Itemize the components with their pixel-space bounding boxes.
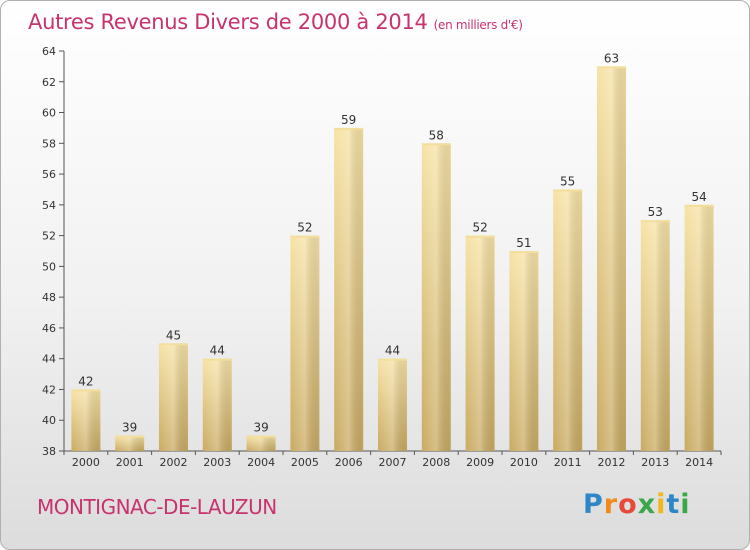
data-label: 52	[472, 221, 487, 235]
y-tick-label: 54	[42, 199, 56, 212]
bar-cap	[597, 66, 626, 69]
data-label: 59	[341, 113, 356, 127]
bar-highlight	[290, 235, 320, 451]
x-tick-label: 2000	[72, 456, 100, 469]
bar-cap	[115, 435, 145, 438]
y-tick-label: 50	[42, 260, 56, 273]
data-label: 52	[297, 221, 312, 235]
bar-highlight	[640, 220, 670, 451]
labels: 2000 42 2001 39 2002 45 2003 44 2004 39 2005 52 2006…	[72, 51, 713, 469]
x-tick-label: 2005	[291, 456, 319, 469]
bar-cap	[71, 389, 101, 392]
logo-letter: P	[583, 489, 604, 520]
bar-highlight	[71, 389, 101, 451]
x-tick-label: 2001	[116, 456, 144, 469]
data-label: 44	[210, 344, 225, 358]
bars	[71, 66, 714, 452]
data-label: 39	[253, 421, 268, 435]
commune-name: MONTIGNAC-DE-LAUZUN	[37, 495, 277, 519]
x-tick-label: 2007	[379, 456, 407, 469]
data-label: 54	[691, 190, 706, 204]
bar-cap	[509, 251, 539, 253]
y-tick-label: 38	[42, 445, 56, 458]
proxiti-logo: Proxiti	[583, 489, 691, 520]
data-label: 44	[385, 344, 400, 358]
x-tick-label: 2013	[641, 456, 669, 469]
bar-highlight	[202, 358, 232, 451]
bar-highlight	[246, 435, 276, 451]
x-tick-label: 2012	[598, 456, 626, 469]
bar-cap	[290, 235, 320, 238]
x-tick-label: 2006	[335, 456, 363, 469]
data-label: 63	[604, 51, 619, 65]
chart-title-text: Autres Revenus Divers de 2000 à 2014	[28, 10, 428, 34]
data-label: 58	[429, 128, 444, 142]
y-tick-label: 44	[42, 353, 56, 366]
bar-cap	[202, 358, 232, 361]
x-tick-label: 2004	[247, 456, 275, 469]
axes: 38 40 42 44 46 48 50 52 54 56 58 60 62 64	[42, 45, 722, 458]
y-tick-label: 52	[42, 230, 56, 243]
chart-unit: (en milliers d'€)	[433, 18, 523, 32]
x-tick-label: 2010	[510, 456, 538, 469]
x-tick-label: 2002	[160, 456, 188, 469]
bar-cap	[640, 220, 670, 223]
logo-letter: r	[603, 489, 619, 520]
bar-highlight	[334, 127, 364, 451]
data-label: 39	[122, 421, 137, 435]
data-label: 53	[648, 205, 663, 219]
x-tick-label: 2011	[554, 456, 582, 469]
y-tick-label: 46	[42, 322, 56, 335]
y-tick-label: 64	[42, 45, 56, 58]
bar-highlight	[421, 143, 451, 452]
bar-cap	[246, 435, 276, 438]
bar-cap	[421, 143, 451, 146]
bar-highlight	[378, 358, 407, 451]
bar-cap	[159, 343, 188, 346]
chart-title: Autres Revenus Divers de 2000 à 2014 (en …	[28, 10, 523, 34]
logo-letter: o	[618, 489, 638, 520]
y-tick-label: 48	[42, 291, 56, 304]
bar-cap	[465, 235, 495, 238]
y-tick-label: 58	[42, 137, 56, 150]
bar-highlight	[553, 189, 583, 451]
y-tick-label: 60	[42, 107, 56, 120]
y-tick-label: 56	[42, 168, 56, 181]
logo-letter: t	[666, 489, 681, 520]
y-tick-label: 62	[42, 76, 56, 89]
logo-letter: x	[637, 489, 657, 520]
bar-highlight	[465, 235, 495, 451]
bar-highlight	[684, 204, 714, 451]
data-label: 51	[516, 236, 531, 250]
bar-cap	[684, 204, 714, 207]
bar-highlight	[597, 66, 626, 451]
x-tick-label: 2014	[685, 456, 713, 469]
x-tick-label: 2009	[466, 456, 494, 469]
bar-cap	[553, 189, 583, 192]
data-label: 42	[78, 374, 93, 388]
x-tick-label: 2003	[203, 456, 231, 469]
data-label: 55	[560, 174, 575, 188]
bar-cap	[378, 358, 407, 361]
y-tick-label: 42	[42, 383, 56, 396]
x-tick-label: 2008	[422, 456, 450, 469]
bar-highlight	[509, 251, 539, 451]
logo-letter: i	[680, 489, 691, 520]
bar-highlight	[115, 435, 145, 451]
y-tick-label: 40	[42, 414, 56, 427]
data-label: 45	[166, 328, 181, 342]
bar-cap	[334, 127, 364, 130]
bar-highlight	[159, 343, 188, 451]
logo-letter: i	[656, 489, 667, 520]
